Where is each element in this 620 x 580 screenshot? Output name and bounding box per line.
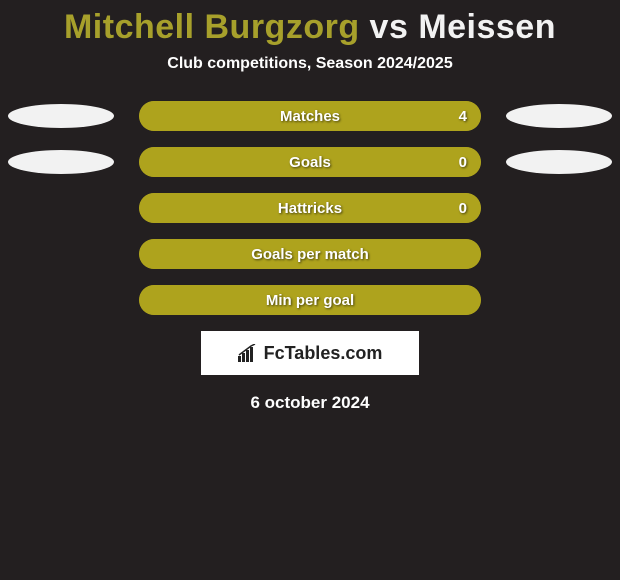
stat-bar: Goals per match [139, 239, 481, 269]
stat-label: Matches [139, 101, 481, 131]
stat-label: Hattricks [139, 193, 481, 223]
stat-row: Matches4 [0, 101, 620, 131]
logo-text: FcTables.com [264, 343, 383, 364]
title-vs: vs [360, 8, 419, 46]
title-left-player: Mitchell Burgzorg [64, 8, 360, 46]
stat-bar: Matches4 [139, 101, 481, 131]
stat-value: 0 [459, 193, 467, 223]
stat-label: Goals per match [139, 239, 481, 269]
stat-row: Hattricks0 [0, 193, 620, 223]
stat-value: 4 [459, 101, 467, 131]
stats-area: Matches4Goals0Hattricks0Goals per matchM… [0, 101, 620, 315]
stat-value: 0 [459, 147, 467, 177]
stat-row: Goals0 [0, 147, 620, 177]
player-indicator-left [8, 104, 114, 128]
chart-bars-icon [238, 344, 260, 362]
stat-bar: Min per goal [139, 285, 481, 315]
comparison-title: Mitchell Burgzorg vs Meissen [0, 0, 620, 55]
player-indicator-right [506, 104, 612, 128]
logo: FcTables.com [238, 343, 383, 364]
stat-bar: Goals0 [139, 147, 481, 177]
stat-label: Min per goal [139, 285, 481, 315]
stat-label: Goals [139, 147, 481, 177]
logo-box[interactable]: FcTables.com [201, 331, 419, 375]
date-text: 6 october 2024 [0, 393, 620, 413]
player-indicator-right [506, 150, 612, 174]
stat-row: Min per goal [0, 285, 620, 315]
subtitle: Club competitions, Season 2024/2025 [0, 55, 620, 73]
stat-row: Goals per match [0, 239, 620, 269]
player-indicator-left [8, 150, 114, 174]
title-right-player: Meissen [418, 8, 556, 46]
stat-bar: Hattricks0 [139, 193, 481, 223]
